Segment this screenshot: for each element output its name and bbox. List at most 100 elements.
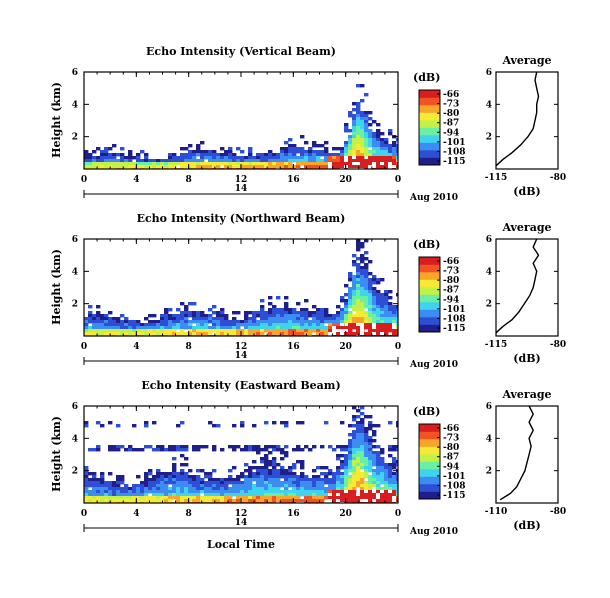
- heatmap-cell: [256, 323, 261, 327]
- heatmap-cell: [308, 484, 313, 488]
- heatmap-cell: [240, 475, 245, 479]
- panel-title: Echo Intensity (Northward Beam): [137, 212, 346, 225]
- heatmap-cell: [96, 329, 101, 333]
- heatmap-cell: [368, 138, 373, 142]
- heatmap-cell: [112, 490, 117, 494]
- heatmap-cell: [364, 263, 369, 267]
- profile-x-axis: -115 -80: [485, 239, 566, 350]
- heatmap-cell: [396, 475, 398, 479]
- heatmap-cell: [176, 490, 181, 494]
- heatmap-cell: [152, 499, 157, 503]
- heatmap-cell: [240, 162, 245, 166]
- heatmap-cell: [336, 478, 341, 482]
- heatmap-cell: [376, 141, 381, 145]
- heatmap-cell: [108, 484, 113, 488]
- colorbar-tick-label: -115: [443, 157, 466, 167]
- heatmap-cell: [372, 135, 377, 139]
- heatmap-cell: [208, 317, 213, 321]
- heatmap-cell: [216, 481, 221, 485]
- heatmap-cell: [328, 323, 333, 327]
- heatmap-cell: [344, 448, 349, 452]
- heatmap-cell: [364, 445, 369, 449]
- heatmap-cell: [184, 445, 189, 449]
- heatmap-cell: [168, 162, 173, 166]
- heatmap-cell: [124, 332, 129, 336]
- heatmap-cell: [248, 466, 253, 470]
- heatmap-cell: [200, 317, 205, 321]
- heatmap-cell: [100, 153, 105, 157]
- heatmap-cell: [392, 162, 397, 166]
- heatmap-cell: [332, 499, 337, 503]
- heatmap-cell: [376, 165, 381, 169]
- heatmap-cell: [360, 439, 365, 443]
- heatmap-cell: [328, 332, 332, 335]
- heatmap-cell: [128, 323, 133, 327]
- heatmap-cell: [312, 481, 317, 485]
- heatmap-cell: [356, 245, 361, 249]
- heatmap-cell: [368, 296, 373, 300]
- heatmap-cell: [388, 445, 393, 449]
- heatmap-cell: [268, 302, 273, 306]
- heatmap-cell: [260, 299, 265, 303]
- heatmap-cell: [380, 326, 385, 330]
- heatmap-cell: [368, 490, 373, 494]
- heatmap-cell: [216, 496, 221, 500]
- heatmap-cell: [356, 424, 361, 428]
- heatmap-cell: [372, 147, 377, 151]
- heatmap-cell: [360, 332, 364, 335]
- heatmap-cell: [204, 475, 209, 479]
- profile-frame: [495, 238, 559, 337]
- heatmap-cell: [108, 317, 113, 321]
- heatmap-cell: [92, 499, 97, 503]
- heatmap-cell: [324, 320, 329, 324]
- colorbar-tick-label: -94: [443, 295, 459, 305]
- heatmap-cell: [248, 311, 253, 315]
- heatmap-cell: [380, 472, 385, 476]
- heatmap-cell: [264, 317, 269, 321]
- heatmap-cell: [100, 159, 105, 163]
- heatmap-cell: [340, 299, 345, 303]
- heatmap-cell: [360, 245, 365, 249]
- heatmap-cell: [132, 329, 137, 333]
- heatmap-cell: [196, 314, 201, 318]
- heatmap-cell: [272, 466, 277, 470]
- heatmap-cell: [372, 439, 377, 443]
- profile-y-tick-label: 2: [486, 300, 492, 310]
- heatmap-cell: [224, 153, 229, 157]
- heatmap-cell: [364, 490, 368, 493]
- x-tick-label: 4: [133, 342, 139, 352]
- heatmap-cell: [364, 150, 369, 154]
- heatmap-cell: [276, 499, 281, 503]
- heatmap-cell: [228, 320, 233, 324]
- x-tick-label: 12: [235, 175, 248, 185]
- heatmap-cell: [296, 460, 301, 464]
- heatmap-cell: [272, 421, 277, 425]
- heatmap-cell: [312, 499, 317, 503]
- heatmap-cell: [108, 490, 113, 494]
- heatmap-cell: [224, 499, 229, 503]
- heatmap-cell: [180, 496, 185, 500]
- heatmap-cell: [144, 424, 149, 428]
- heatmap-cell: [368, 311, 373, 315]
- heatmap-cell: [372, 481, 377, 485]
- heatmap-cell: [292, 481, 297, 485]
- heatmap-cell: [100, 314, 105, 318]
- heatmap-cell: [168, 159, 173, 163]
- heatmap-cell: [100, 323, 105, 327]
- heatmap-cell: [384, 147, 389, 151]
- heatmap-cell: [348, 329, 353, 333]
- heatmap-cell: [152, 490, 157, 494]
- heatmap-cell: [388, 129, 393, 133]
- heatmap-cell: [84, 421, 89, 425]
- heatmap-cell: [364, 135, 369, 139]
- heatmap-cell: [392, 308, 397, 312]
- heatmap-cell: [320, 490, 325, 494]
- heatmap-cell: [332, 165, 337, 169]
- colorbar-swatch: [419, 105, 440, 113]
- heatmap-cell: [188, 496, 193, 500]
- heatmap-cell: [240, 159, 245, 163]
- heatmap-cell: [348, 153, 353, 157]
- heatmap-cell: [264, 460, 269, 464]
- heatmap-cell: [380, 320, 385, 324]
- heatmap-cell: [204, 156, 209, 160]
